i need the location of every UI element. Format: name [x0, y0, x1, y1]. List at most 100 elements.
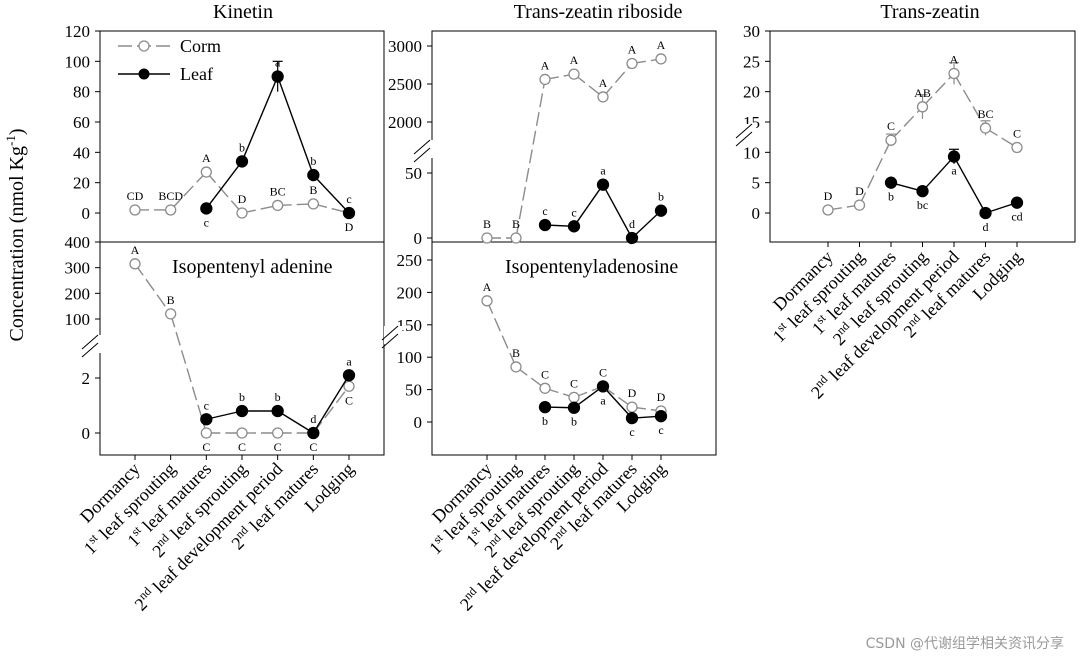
ipa-leaf-segment — [312, 374, 350, 434]
tz-leaf-point — [947, 150, 961, 163]
tzr-leaf-point — [596, 178, 610, 191]
tzr-leaf-point — [654, 204, 668, 217]
ipr-leaf-point — [625, 411, 639, 425]
kinetin-ytick-label: 120 — [65, 22, 91, 41]
ipr-significance-letter: c — [629, 425, 634, 439]
ipa-ytick-label: 100 — [65, 310, 91, 329]
tz-corm-point — [979, 122, 992, 134]
tzr-corm-segment — [573, 73, 604, 98]
kinetin-ytick-label: 60 — [73, 113, 90, 132]
kinetin-leaf-point — [271, 70, 284, 83]
kinetin-corm-point — [307, 198, 319, 210]
ipr-corm-point — [568, 391, 580, 404]
ipa-leaf-point — [271, 404, 284, 418]
kinetin-significance-letter: a — [275, 56, 281, 70]
tz-leaf-segment — [953, 156, 987, 214]
tz-significance-letter: BC — [977, 107, 993, 121]
ipa-significance-letter: C — [309, 440, 317, 454]
tzr-leaf-point — [567, 220, 581, 233]
y-axis-label: Concentration (nmol Kg-1) — [3, 128, 28, 341]
kinetin-significance-letter: D — [345, 220, 354, 234]
tzr-left-break-mark — [413, 147, 431, 163]
tzr-significance-letter: b — [658, 190, 664, 204]
ipa-leaf-point — [200, 413, 213, 426]
kinetin-ytick-label: 40 — [73, 143, 90, 162]
ipa-leaf-point — [235, 404, 249, 418]
ipr-corm-point — [626, 401, 638, 413]
tz-significance-letter: cd — [1011, 210, 1022, 224]
kinetin-corm-point — [129, 204, 141, 216]
tzr-significance-letter: A — [570, 53, 579, 67]
tzr-significance-letter: c — [542, 204, 547, 218]
tzr-significance-letter: A — [541, 58, 550, 72]
tz-significance-letter: b — [888, 190, 894, 204]
ipa-corm-point — [343, 380, 355, 392]
ipa-corm-point — [200, 427, 212, 439]
tz-corm-segment — [953, 73, 987, 129]
tzr-significance-letter: B — [512, 217, 520, 231]
tzr-ytick-label: 2500 — [388, 75, 422, 94]
kinetin-leaf-segment — [277, 76, 314, 176]
ipa-corm-point — [272, 427, 284, 439]
svg-text:Concentration (nmol Kg-1): Concentration (nmol Kg-1) — [3, 128, 28, 341]
tzr-corm-point — [568, 68, 580, 80]
kinetin-ytick-label: 100 — [65, 52, 91, 71]
kinetin-ytick-label: 80 — [73, 83, 90, 102]
ipr-significance-letter: a — [600, 393, 606, 407]
title-trans-zeatin-riboside: Trans-zeatin riboside — [514, 1, 683, 23]
tzr-ytick-label: 2000 — [388, 113, 422, 132]
ipa-ytick-label: 400 — [65, 233, 91, 252]
ipa-corm-segment — [134, 263, 172, 315]
tz-ytick-label: 5 — [752, 174, 761, 193]
kinetin-significance-letter: B — [309, 183, 317, 197]
tz-significance-letter: a — [951, 164, 957, 178]
ipa-corm-segment — [169, 313, 208, 434]
kinetin-significance-letter: D — [238, 192, 247, 206]
kinetin-corm-point — [236, 207, 248, 219]
tz-significance-letter: D — [855, 184, 864, 198]
ipa-left-break-gap — [84, 335, 102, 353]
ipr-ytick-label: 0 — [414, 413, 423, 432]
tzr-corm-point — [510, 232, 522, 244]
tzr-significance-letter: a — [600, 164, 606, 178]
tzr-right-break-mark — [735, 123, 753, 139]
tz-corm-segment — [985, 127, 1018, 149]
ipa-corm-point — [165, 308, 177, 320]
title-isopentenyladenosine: Isopentenyladenosine — [505, 256, 678, 278]
ipa-significance-letter: b — [275, 390, 281, 404]
kinetin-corm-segment — [241, 204, 278, 214]
y-axis-label-end: ) — [6, 128, 28, 135]
watermark: CSDN @代谢组学相关资讯分享 — [866, 635, 1064, 652]
ipa-corm-point — [129, 258, 141, 270]
tz-significance-letter: D — [824, 189, 833, 203]
kinetin-significance-letter: b — [310, 154, 316, 168]
tz-corm-point — [948, 67, 960, 80]
tzr-corm-segment — [515, 79, 546, 239]
title-trans-zeatin: Trans-zeatin — [880, 1, 979, 23]
ipa-significance-letter: C — [345, 393, 353, 407]
tz-corm-point — [916, 101, 929, 113]
kinetin-corm-point — [272, 199, 284, 212]
tzr-corm-point — [655, 53, 667, 65]
ipa-left-break-mark — [81, 334, 99, 350]
ipa-leaf-point — [342, 369, 356, 382]
tz-significance-letter: C — [887, 119, 895, 133]
tz-significance-letter: C — [1013, 126, 1021, 140]
ipa-significance-letter: a — [346, 354, 352, 368]
ipa-ytick-label: 300 — [65, 259, 91, 278]
ipa-significance-letter: C — [202, 440, 210, 454]
ipr-significance-letter: b — [571, 415, 577, 429]
ipr-ytick-label: 250 — [397, 251, 423, 270]
tz-leaf-point — [1010, 196, 1024, 209]
legend: Corm Leaf — [118, 36, 221, 84]
kinetin-significance-letter: c — [346, 192, 351, 206]
tzr-ytick-label: 3000 — [388, 37, 422, 56]
tzr-leaf-segment — [602, 184, 633, 239]
tzr-leaf-segment — [631, 210, 662, 239]
ipr-ytick-label: 50 — [405, 381, 422, 400]
tzr-significance-letter: A — [657, 38, 666, 52]
ipr-corm-point — [481, 295, 493, 307]
ipr-ytick-label: 200 — [397, 283, 423, 302]
kinetin-leaf-point — [342, 206, 356, 220]
ipr-significance-letter: B — [512, 346, 520, 360]
